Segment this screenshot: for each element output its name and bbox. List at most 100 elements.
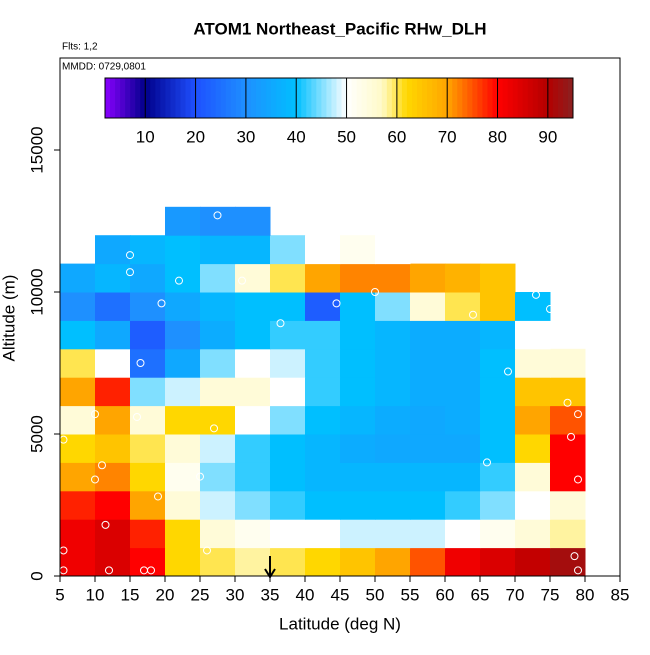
flight-point	[539, 327, 547, 336]
colorbar-cell	[240, 78, 247, 118]
colorbar-cell	[376, 78, 383, 118]
heat-cell	[550, 405, 586, 435]
flight-point	[77, 251, 85, 260]
heat-cell	[60, 462, 96, 492]
colorbar-cell	[462, 78, 468, 118]
colorbar-cell	[220, 78, 227, 118]
heat-cell	[130, 320, 166, 350]
x-tick-label: 35	[261, 585, 280, 604]
heat-cell	[235, 263, 271, 293]
colorbar-cell	[180, 78, 187, 118]
heat-cell	[165, 235, 201, 265]
colorbar-cell	[140, 78, 146, 118]
heat-cell	[95, 377, 131, 407]
flight-point	[98, 461, 106, 470]
heat-cell	[410, 462, 446, 492]
flight-point	[210, 424, 218, 433]
heat-cell	[130, 462, 166, 492]
heat-cell	[60, 263, 96, 293]
colorbar-cell	[175, 78, 181, 118]
colorbar-cell	[417, 78, 423, 118]
heat-cell	[200, 292, 236, 321]
heat-cell	[340, 235, 376, 265]
colorbar-cell	[522, 78, 529, 118]
heat-cell	[200, 519, 236, 549]
heat-cell	[95, 490, 131, 520]
colorbar-cell	[105, 78, 111, 118]
colorbar-cell	[472, 78, 478, 118]
heat-cell	[235, 235, 271, 265]
colorbar-cell	[422, 78, 428, 118]
flight-point	[126, 251, 134, 260]
colorbar-cell	[331, 78, 337, 118]
colorbar-cell	[261, 78, 267, 118]
y-tick-label: 0	[27, 571, 46, 580]
colorbar-cell	[452, 78, 458, 118]
heat-cell	[305, 547, 341, 577]
colorbar-cell	[190, 78, 197, 118]
colorbar-cell	[492, 78, 499, 118]
colorbar-cell	[296, 78, 302, 118]
x-tick-label: 60	[436, 585, 455, 604]
heat-cell	[550, 348, 586, 378]
heat-cell	[200, 263, 236, 293]
colorbar-cell	[371, 78, 378, 118]
heat-cell	[410, 434, 446, 463]
y-axis-label: Altitude (m)	[0, 275, 18, 362]
colorbar-cell	[120, 78, 126, 118]
colorbar-frame	[104, 77, 574, 119]
flight-point	[574, 566, 582, 575]
heat-cell	[200, 348, 236, 378]
flight-point	[567, 432, 575, 441]
heat-cell	[165, 434, 201, 463]
x-tick-label: 25	[191, 585, 210, 604]
heat-cell	[410, 519, 446, 549]
flight-point	[154, 492, 162, 501]
colorbar-cell	[432, 78, 438, 118]
heat-cell	[130, 434, 166, 463]
heat-cell	[270, 377, 306, 407]
x-tick-label: 80	[576, 585, 595, 604]
heat-cell	[165, 263, 201, 293]
heat-cell	[340, 547, 376, 577]
heat-cell	[200, 547, 236, 577]
heat-cell	[270, 490, 306, 520]
colorbar-cell	[507, 78, 514, 118]
flight-point	[101, 520, 110, 529]
colorbar-tick-label: 50	[337, 127, 356, 146]
colorbar-cell	[321, 78, 327, 118]
heat-cell	[480, 263, 516, 293]
colorbar-cell	[381, 78, 388, 118]
colorbar-cell	[266, 78, 272, 118]
colorbar-cell	[356, 78, 363, 118]
flight-point	[203, 546, 211, 555]
heat-cell	[375, 462, 411, 492]
heat-cell	[410, 377, 446, 407]
heat-cell	[305, 377, 341, 407]
y-tick-label: 10000	[27, 268, 46, 315]
heat-cell	[375, 547, 411, 577]
colorbar-tick-label: 30	[236, 127, 255, 146]
x-tick-label: 45	[331, 585, 350, 604]
heat-cell	[95, 434, 131, 463]
x-tick-label: 15	[121, 585, 140, 604]
heat-cell	[130, 235, 166, 265]
y-tick-label: 15000	[27, 126, 46, 173]
heat-cell	[130, 519, 166, 549]
heat-cell	[375, 348, 411, 378]
x-tick-label: 30	[226, 585, 245, 604]
flight-point	[105, 566, 113, 575]
colorbar-cell	[341, 78, 348, 118]
flight-point	[157, 299, 166, 308]
colorbar-cell	[557, 78, 564, 118]
colorbar-cell	[562, 78, 569, 118]
colorbar-cell	[346, 78, 353, 118]
heat-cell	[95, 348, 131, 378]
colorbar-cell	[567, 78, 574, 118]
heat-cell	[95, 292, 131, 321]
colorbar-cell	[437, 78, 443, 118]
heat-cell	[410, 263, 446, 293]
heat-cell	[340, 263, 376, 293]
colorbar-cell	[160, 78, 166, 118]
colorbar-cell	[497, 78, 504, 118]
